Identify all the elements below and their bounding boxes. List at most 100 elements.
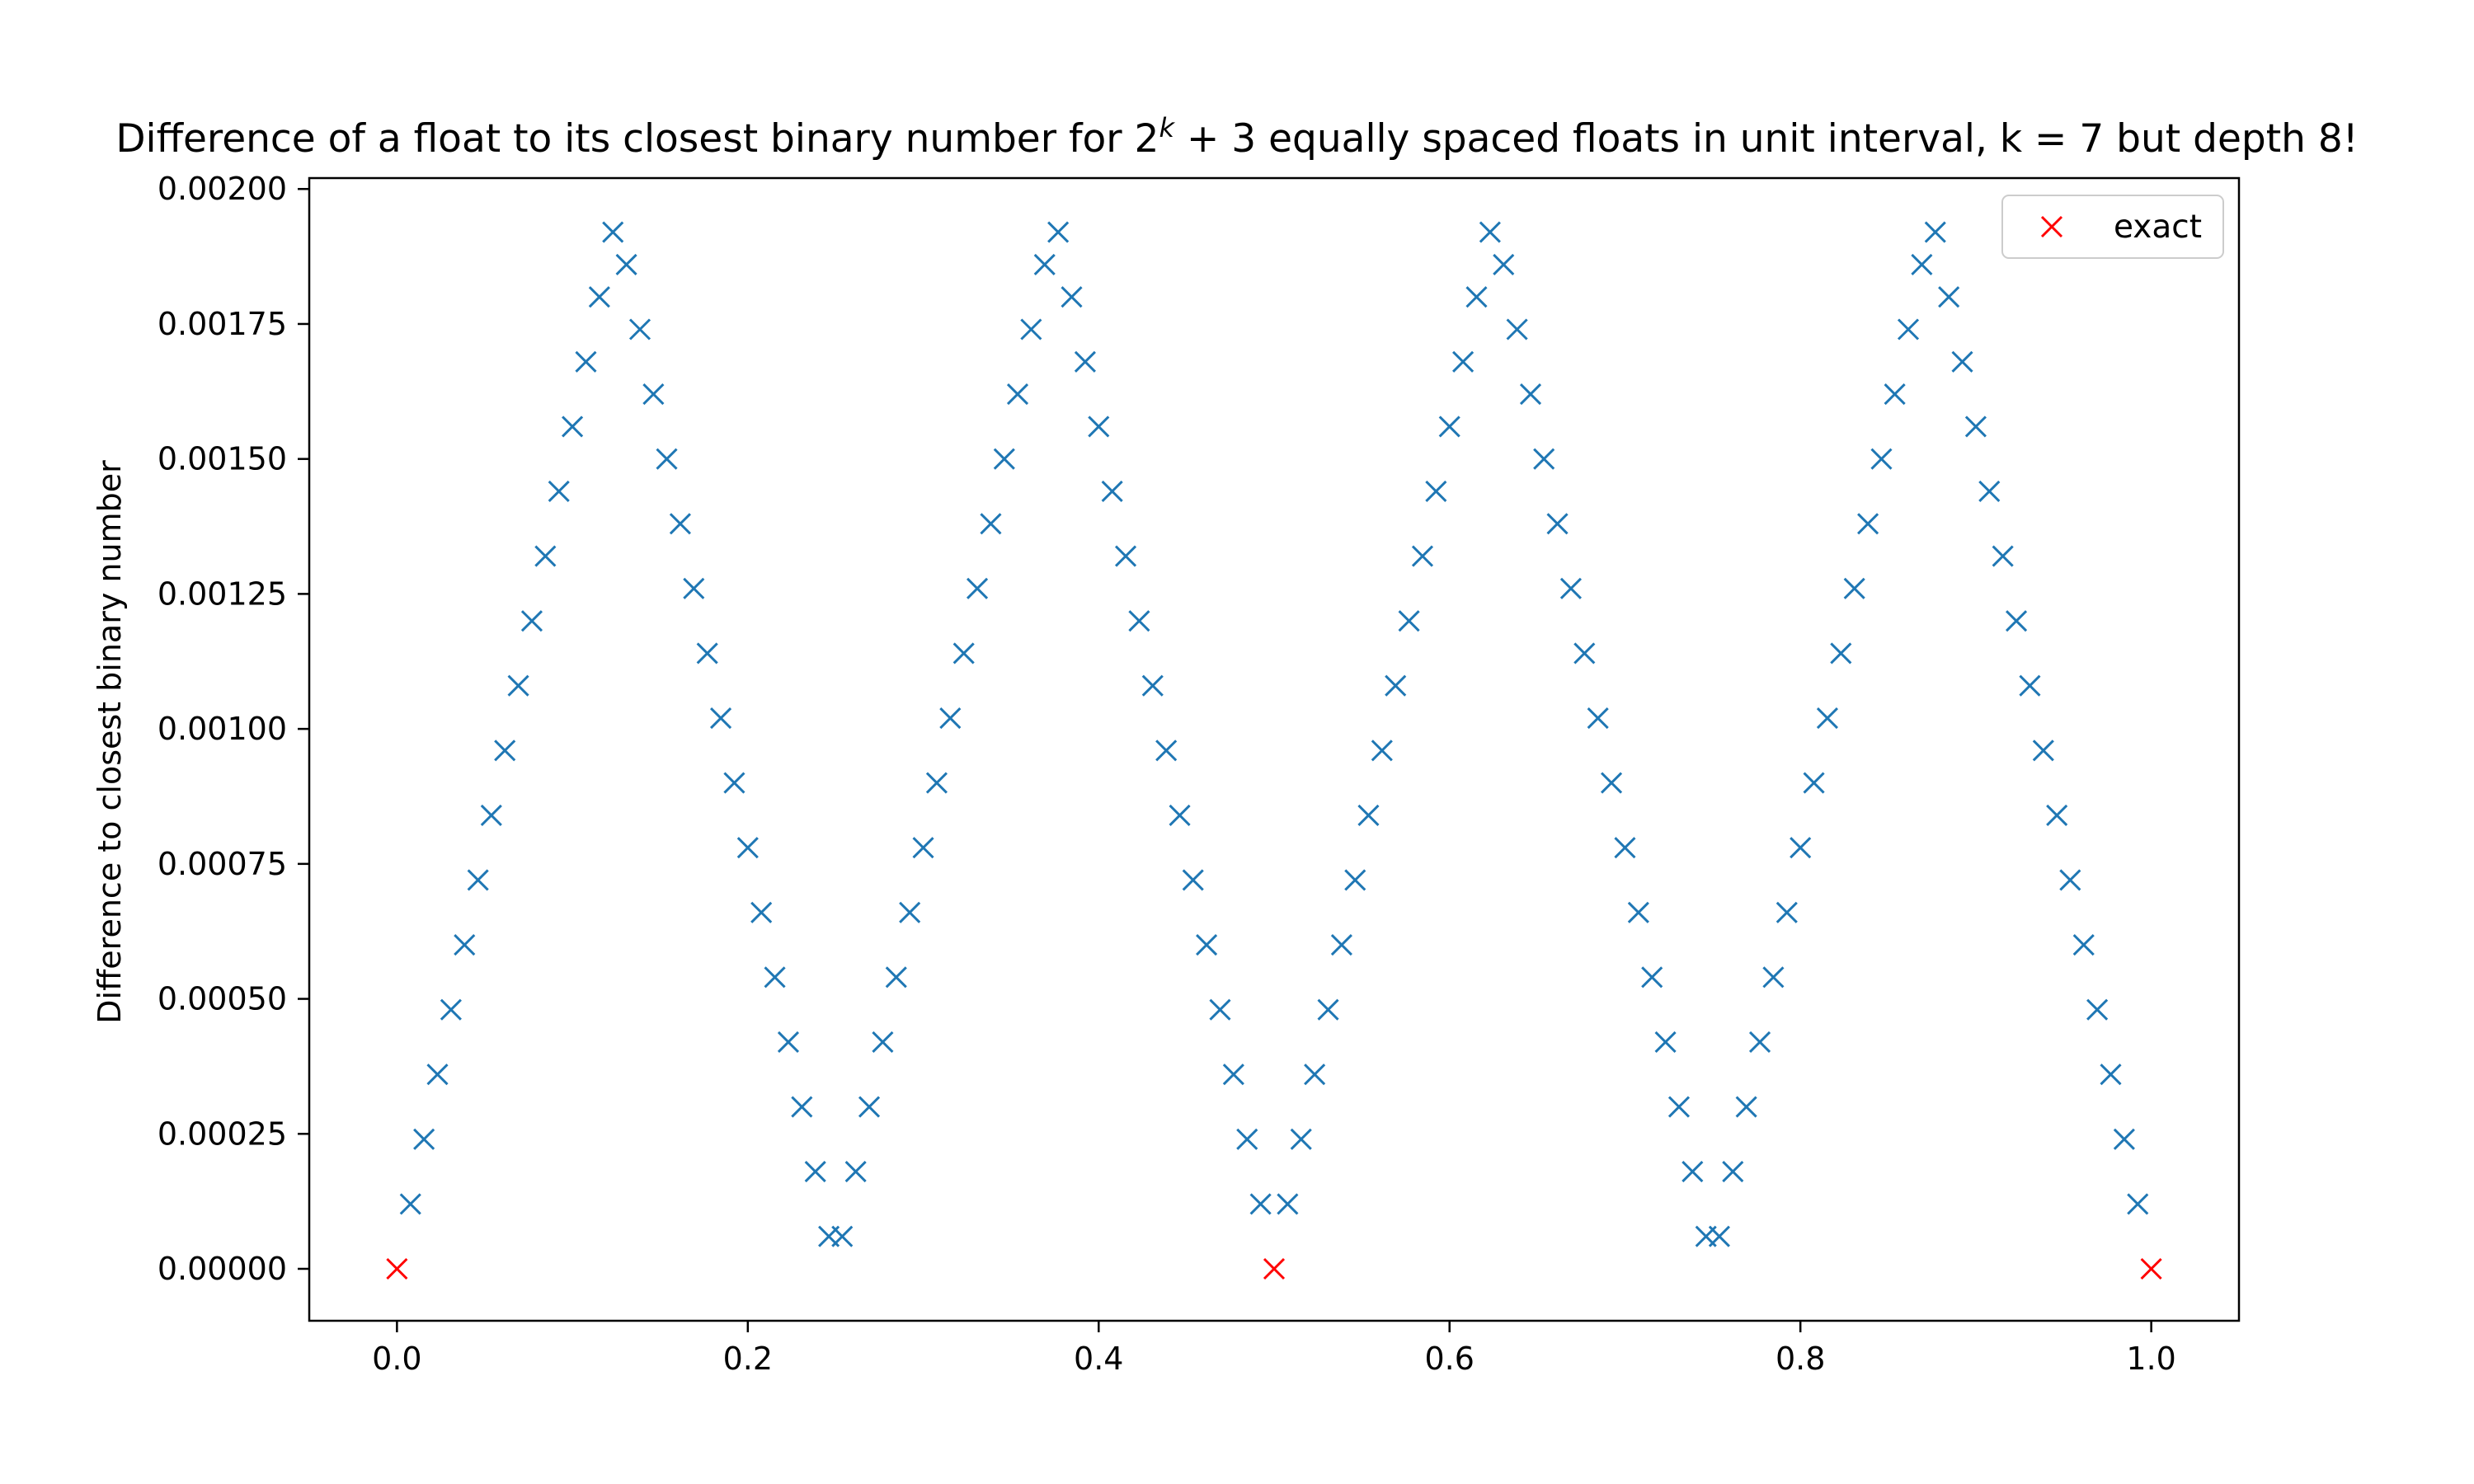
data-point: [709, 707, 732, 730]
data-point: [2005, 610, 2028, 632]
y-ticks: 0.00000 0.00025 0.00050 0.00075 0.00100 0.001…: [158, 171, 309, 1287]
data-point: [1385, 674, 1407, 697]
data-point: [1155, 740, 1178, 762]
data-point: [1641, 966, 1663, 989]
data-point: [1546, 513, 1569, 535]
data-point: [1088, 416, 1110, 438]
data-point: [1344, 869, 1366, 891]
data-point: [1911, 253, 1933, 275]
x-tick-label: 1.0: [2126, 1341, 2175, 1377]
data-point: [1317, 998, 1339, 1021]
data-point: [791, 1096, 813, 1118]
data-point: [872, 1031, 894, 1054]
data-point: [967, 577, 989, 599]
data-point: [562, 416, 584, 438]
data-point: [980, 513, 1002, 535]
data-point: [1573, 642, 1596, 665]
data-point: [723, 772, 745, 794]
data-point: [1654, 1031, 1677, 1054]
data-point: [1101, 480, 1123, 503]
data-point: [1222, 1064, 1244, 1086]
data-point: [1667, 1096, 1691, 1118]
data-point: [1479, 221, 1501, 243]
y-axis-label: Difference to closest binary number: [92, 460, 128, 1024]
data-point: [993, 448, 1015, 470]
data-point: [1074, 350, 1096, 373]
data-point: [1964, 416, 1987, 438]
y-tick-label: 0.00100: [158, 711, 287, 747]
legend: exact: [2001, 195, 2224, 259]
legend-label-exact: exact: [2114, 209, 2202, 246]
data-point: [2019, 674, 2041, 697]
chart-title-suffix: + 3 equally spaced floats in unit interv…: [1174, 116, 2359, 162]
data-point: [2140, 1257, 2162, 1280]
data-point: [2086, 998, 2109, 1021]
data-point: [1047, 221, 1070, 243]
data-point: [1061, 286, 1083, 308]
data-point: [615, 253, 637, 275]
data-point: [1587, 707, 1609, 730]
data-point: [1438, 416, 1460, 438]
data-point: [831, 1225, 854, 1247]
data-point: [1411, 545, 1434, 567]
data-point: [1169, 804, 1191, 826]
data-point: [1614, 837, 1636, 859]
data-point: [656, 448, 678, 470]
data-point: [1533, 448, 1555, 470]
data-point: [1114, 545, 1137, 567]
data-point: [1182, 869, 1204, 891]
data-point: [1884, 383, 1906, 406]
data-point: [1141, 674, 1164, 697]
data-point: [1816, 707, 1839, 730]
data-point: [386, 1257, 408, 1280]
data-point: [480, 804, 502, 826]
data-point: [1843, 577, 1865, 599]
x-tick-label: 0.2: [723, 1341, 773, 1377]
data-point: [1601, 772, 1623, 794]
data-point: [1493, 253, 1515, 275]
data-point: [399, 1193, 421, 1215]
data-point: [1398, 610, 1420, 632]
x-tick-label: 0.0: [372, 1341, 421, 1377]
data-point: [1263, 1257, 1286, 1280]
data-point: [494, 740, 516, 762]
x-ticks: 0.0 0.2 0.4 0.6 0.8 1.0: [372, 1321, 2176, 1377]
y-tick-label: 0.00000: [158, 1251, 287, 1287]
data-point: [1830, 642, 1852, 665]
data-point: [1776, 901, 1798, 923]
data-point: [1290, 1128, 1312, 1150]
data-point: [454, 934, 476, 956]
plot-frame: [308, 176, 2241, 1322]
y-tick-label: 0.00150: [158, 441, 287, 477]
data-point: [750, 901, 773, 923]
x-tick-label: 0.4: [1074, 1341, 1123, 1377]
data-point: [1681, 1161, 1704, 1183]
y-tick-label: 0.00200: [158, 171, 287, 207]
data-point: [520, 610, 543, 632]
data-point: [1748, 1031, 1771, 1054]
data-point: [1006, 383, 1029, 406]
data-point: [1209, 998, 1231, 1021]
data-point: [1992, 545, 2014, 567]
data-point: [912, 837, 934, 859]
data-point: [1708, 1225, 1730, 1247]
data-point: [413, 1128, 435, 1150]
data-point: [899, 901, 921, 923]
data-point: [1627, 901, 1649, 923]
data-point: [588, 286, 610, 308]
legend-box: [2001, 195, 2224, 259]
data-point: [925, 772, 948, 794]
y-tick-label: 0.00175: [158, 306, 287, 342]
y-tick-label: 0.00125: [158, 575, 287, 612]
data-point: [1897, 318, 1920, 340]
data-point: [1506, 318, 1528, 340]
data-point: [548, 480, 570, 503]
y-tick-label: 0.00050: [158, 981, 287, 1017]
legend-marker-exact: [2040, 215, 2063, 238]
data-point: [1735, 1096, 1757, 1118]
data-point: [736, 837, 759, 859]
x-tick-label: 0.8: [1776, 1341, 1825, 1377]
plot-markers: [386, 221, 2162, 1280]
data-point: [844, 1161, 867, 1183]
